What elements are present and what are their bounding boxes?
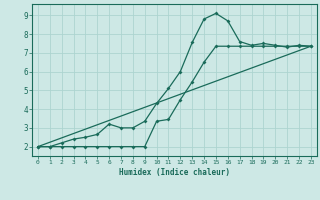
X-axis label: Humidex (Indice chaleur): Humidex (Indice chaleur) — [119, 168, 230, 177]
